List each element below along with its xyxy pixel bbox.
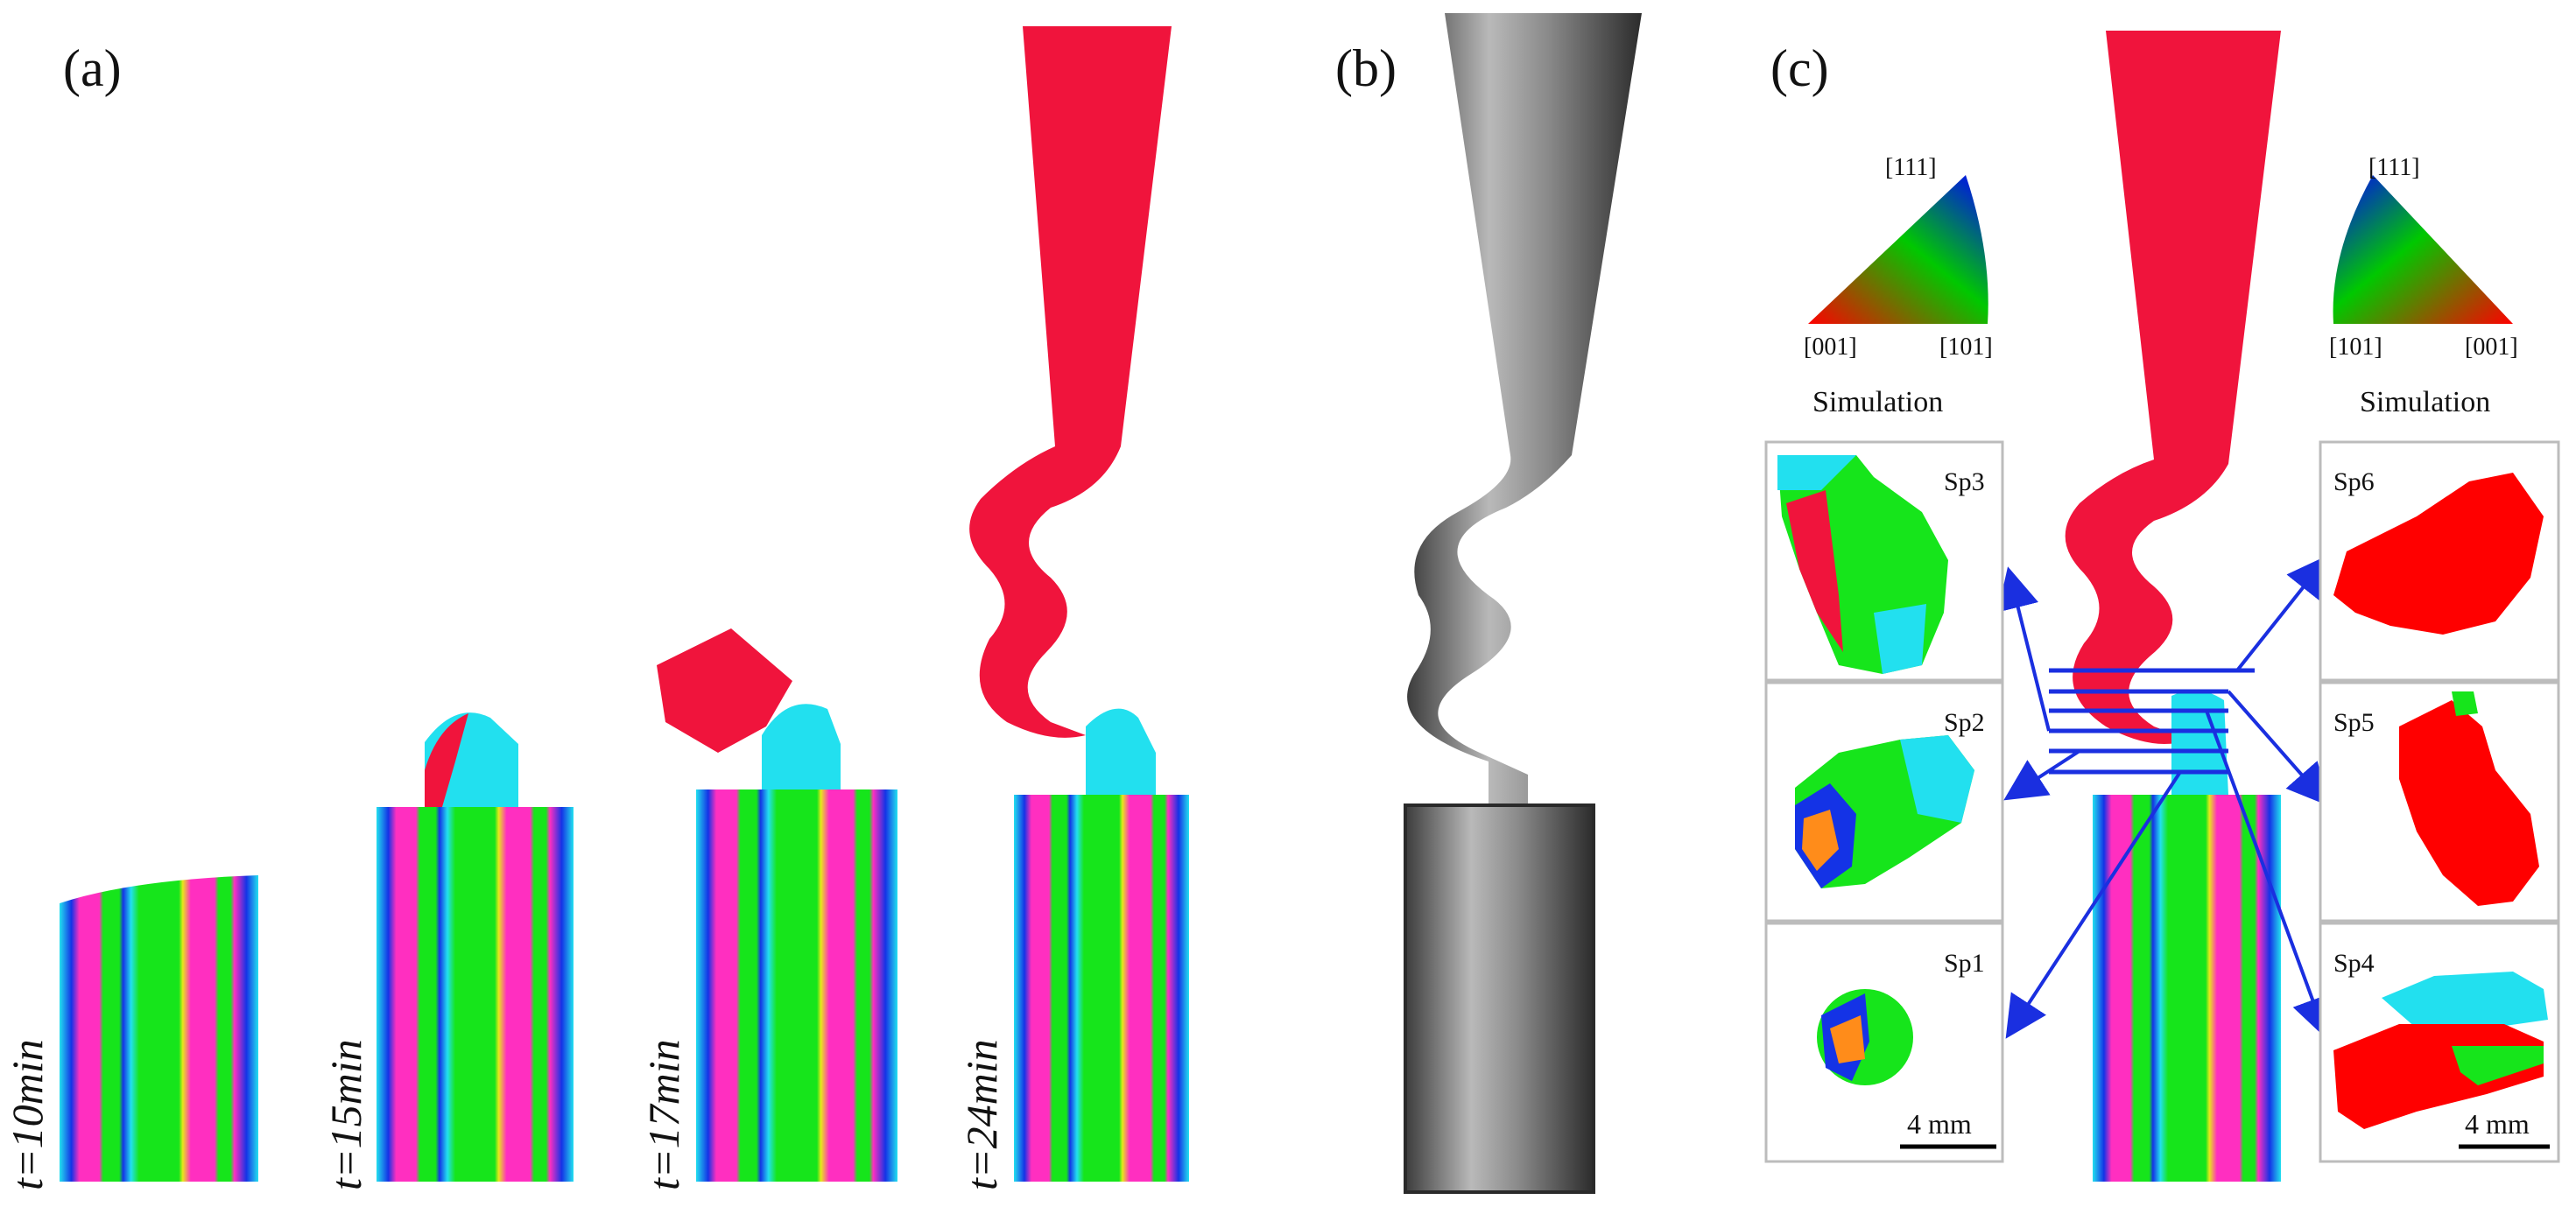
ipf-left-caption: Simulation — [1812, 386, 1943, 418]
ipf-triangle — [2333, 175, 2513, 324]
section-sp2-orange — [1802, 810, 1839, 871]
time-label-17: t=17min — [639, 1039, 688, 1190]
arrow-sp1 — [2005, 770, 2182, 1039]
sample-t15 — [377, 712, 574, 1182]
grain-stem-red — [425, 713, 468, 807]
ipf-legend-right: [111] [101] [001] Simulation — [2329, 154, 2518, 418]
section-sp5-red — [2399, 700, 2539, 906]
arrow-sp6 — [2235, 554, 2329, 672]
grain-stem — [1086, 708, 1156, 795]
section-sp5-green — [2452, 691, 2478, 716]
ipf-right-caption: Simulation — [2360, 386, 2490, 418]
label-sp4: Sp4 — [2333, 949, 2375, 978]
time-label-10: t=10min — [3, 1039, 52, 1190]
label-sp2: Sp2 — [1944, 708, 1985, 737]
section-sp3-red — [1786, 490, 1843, 652]
ipf-legend-left: [111] [001] [101] Simulation — [1804, 154, 1993, 418]
grain-stem — [2171, 690, 2228, 795]
ipf-left-101: [101] — [1939, 333, 1993, 361]
grain-block — [377, 807, 574, 1182]
section-sp2-cyan — [1900, 735, 1974, 823]
sample-c — [2065, 31, 2281, 1182]
arrow-sp4 — [2205, 710, 2333, 1040]
grain-block — [1014, 795, 1189, 1182]
label-sp5: Sp5 — [2333, 708, 2375, 737]
label-sp6: Sp6 — [2333, 467, 2375, 496]
section-sp6-red — [2333, 473, 2544, 635]
sample-t17 — [657, 628, 897, 1182]
ipf-right-101: [101] — [2329, 333, 2382, 361]
scale-label-right: 4 mm — [2465, 1108, 2530, 1140]
time-label-24: t=24min — [957, 1039, 1006, 1190]
ipf-left-001: [001] — [1804, 333, 1857, 361]
section-boxes-left: Sp3 Sp2 Sp1 4 mm — [1764, 440, 2004, 1163]
sample-t24 — [969, 26, 1189, 1182]
casting-spiral — [1407, 13, 1642, 805]
panel-label-c: (c) — [1770, 39, 1829, 97]
ipf-right-111: [111] — [2368, 154, 2420, 181]
section-sp4-green — [2452, 1046, 2544, 1085]
grain-block — [696, 789, 897, 1182]
section-lines — [2049, 668, 2255, 775]
grain-tip — [657, 628, 792, 753]
ipf-triangle — [1808, 175, 1988, 324]
scale-label-left: 4 mm — [1907, 1108, 1972, 1140]
grain-block — [2093, 795, 2281, 1182]
label-sp1: Sp1 — [1944, 949, 1985, 978]
panel-label-a: (a) — [63, 39, 122, 97]
section-boxes-right: Sp6 Sp5 Sp4 4 mm — [2319, 440, 2560, 1163]
grain-spiral — [969, 26, 1172, 738]
time-label-15: t=15min — [321, 1039, 370, 1190]
ipf-left-111: [111] — [1885, 154, 1937, 181]
section-sp3-cyan — [1777, 455, 1856, 490]
section-sp4-cyan — [2382, 972, 2548, 1028]
section-arrows — [1997, 554, 2333, 1040]
casting-block-edge — [1404, 803, 1595, 1194]
arrow-sp3 — [1997, 566, 2051, 732]
photo-casting — [1404, 13, 1642, 1194]
label-sp3: Sp3 — [1944, 467, 1985, 496]
panel-label-b: (b) — [1335, 39, 1397, 97]
grain-block — [60, 875, 258, 1182]
section-sp1-orange — [1830, 1015, 1865, 1063]
sample-t10 — [60, 875, 258, 1182]
ipf-right-001: [001] — [2465, 333, 2518, 361]
grain-stem — [762, 704, 841, 789]
section-sp3-cyan-2 — [1874, 604, 1926, 674]
arrow-sp5 — [2227, 690, 2330, 807]
grain-spiral — [2065, 31, 2281, 744]
arrow-sp2 — [2003, 749, 2081, 801]
casting-block — [1405, 805, 1594, 1192]
